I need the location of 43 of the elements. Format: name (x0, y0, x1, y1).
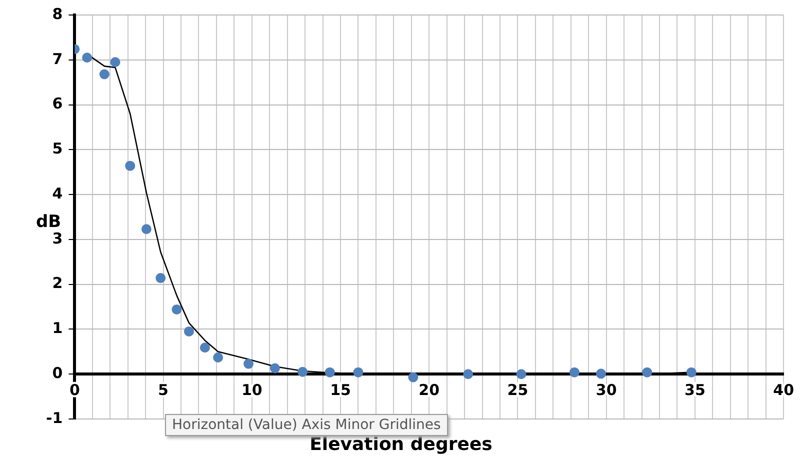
point (110, 57, 120, 68)
point (141, 224, 152, 234)
y-tick-label: 7 (52, 50, 63, 68)
annotation: Horizontal (Value) Axis Minor Gridlines (172, 417, 441, 433)
x-tick-label: 15 (330, 381, 351, 399)
y-tick-label: 2 (52, 274, 63, 292)
point (270, 363, 280, 374)
y-tick-label: 1 (52, 319, 63, 338)
point (244, 358, 254, 369)
point (463, 369, 474, 380)
y-tick-label: 8 (52, 4, 63, 23)
y-tick-label: 6 (52, 94, 63, 113)
x-tick-label: 35 (684, 381, 706, 399)
point (642, 367, 652, 378)
point (298, 366, 308, 377)
y-tick-label: 4 (52, 184, 63, 202)
x-axis-title: Elevation degrees (308, 434, 494, 455)
x-tick-label: 40 (773, 381, 794, 399)
x-tick-label: 25 (507, 381, 528, 399)
y-tick-label: 5 (52, 140, 63, 158)
point (353, 367, 364, 378)
point (596, 368, 606, 379)
y-tick-label: 0 (52, 364, 63, 382)
point (569, 367, 580, 378)
point (408, 372, 418, 382)
point (99, 69, 110, 80)
point (200, 342, 210, 353)
point (172, 304, 182, 314)
point (213, 352, 224, 362)
y-axis-title: dB (36, 212, 62, 232)
x-tick-label: 5 (158, 381, 168, 399)
point (184, 326, 194, 336)
point (324, 367, 335, 378)
x-tick-label: 20 (418, 381, 440, 399)
x-tick-label: 30 (596, 381, 617, 399)
y-tick-label: -1 (46, 408, 63, 427)
point (516, 369, 526, 380)
point (125, 160, 136, 171)
point (686, 367, 696, 378)
x-tick-label: 10 (241, 381, 262, 399)
point (156, 273, 166, 284)
y-tick-label: 3 (52, 229, 63, 248)
point (82, 52, 92, 63)
